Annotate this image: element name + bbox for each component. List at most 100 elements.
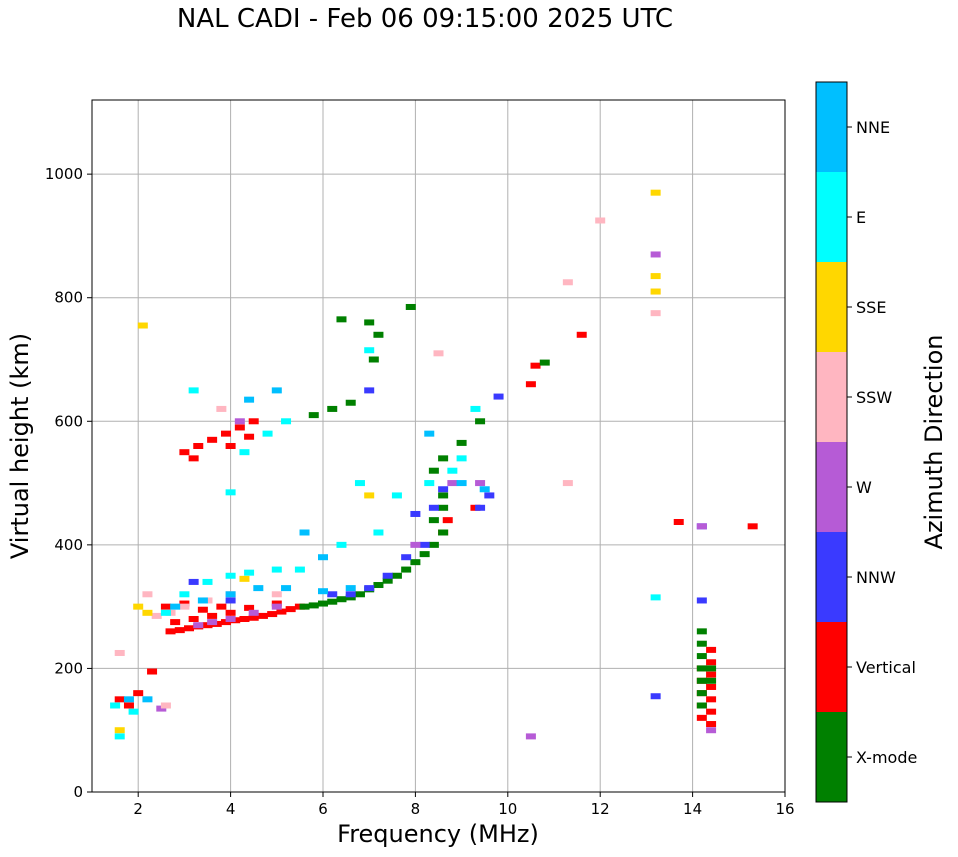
echo-point-nne	[244, 396, 255, 403]
echo-point-ssw	[114, 649, 125, 656]
echo-point-ssw	[650, 310, 661, 317]
echo-point-x-mode	[428, 467, 439, 474]
echo-point-nnw	[419, 541, 430, 548]
echo-point-vertical	[225, 609, 236, 616]
echo-point-vertical	[244, 604, 255, 611]
echo-point-x-mode	[696, 690, 707, 697]
echo-point-w	[475, 480, 486, 487]
echo-point-vertical	[220, 430, 231, 437]
echo-point-vertical	[184, 625, 195, 632]
echo-point-sse	[364, 492, 375, 499]
echo-point-vertical	[114, 696, 125, 703]
echo-point-e	[354, 480, 365, 487]
echo-point-e	[470, 405, 481, 412]
echo-point-vertical	[207, 612, 218, 619]
echo-point-x-mode	[539, 359, 550, 366]
echo-point-sse	[239, 575, 250, 582]
echo-point-nne	[299, 529, 310, 536]
echo-point-vertical	[179, 600, 190, 607]
echo-point-vertical	[673, 518, 684, 525]
colorbar-segment-nnw	[816, 532, 847, 622]
echo-point-nne	[456, 480, 467, 487]
echo-point-x-mode	[401, 566, 412, 573]
echo-point-x-mode	[428, 517, 439, 524]
echo-point-nnw	[364, 585, 375, 592]
echo-point-e	[179, 591, 190, 598]
echo-point-e	[391, 492, 402, 499]
echo-point-nnw	[382, 572, 393, 579]
echo-point-vertical	[244, 433, 255, 440]
echo-point-x-mode	[354, 591, 365, 598]
x-tick-label: 2	[133, 800, 143, 818]
echo-point-nne	[479, 486, 490, 493]
y-axis: 0 200 400 600 800 1000	[45, 165, 92, 801]
echo-point-nnw	[410, 510, 421, 517]
echo-point-x-mode	[327, 405, 338, 412]
echo-point-e	[650, 594, 661, 601]
echo-point-w	[447, 480, 458, 487]
echo-point-vertical	[207, 436, 218, 443]
echo-point-w	[271, 603, 282, 610]
echo-point-vertical	[160, 603, 171, 610]
echo-point-nnw	[696, 597, 707, 604]
echo-point-x-mode	[475, 418, 486, 425]
echo-point-x-mode	[696, 628, 707, 635]
echo-point-x-mode	[364, 319, 375, 326]
x-tick-label: 6	[318, 800, 328, 818]
echo-point-x-mode	[696, 665, 707, 672]
echo-point-nne	[271, 387, 282, 394]
echo-point-nne	[142, 696, 153, 703]
echo-point-w	[706, 727, 717, 734]
echo-point-nne	[318, 554, 328, 561]
echo-point-e	[244, 569, 255, 576]
echo-point-w	[410, 541, 421, 548]
echo-point-e	[110, 702, 121, 709]
echo-point-vertical	[706, 696, 717, 703]
echo-point-nne	[318, 588, 328, 595]
echo-point-e	[160, 609, 171, 616]
echo-point-ssw	[562, 279, 573, 286]
echo-point-vertical	[239, 616, 250, 622]
colorbar-segment-ssw	[816, 352, 847, 442]
echo-point-ssw	[216, 405, 227, 412]
y-axis-label: Virtual height (km)	[6, 333, 34, 559]
x-tick-label: 4	[226, 800, 236, 818]
echo-point-nnw	[327, 591, 338, 598]
echo-point-e	[128, 708, 139, 715]
echo-point-nnw	[345, 591, 356, 598]
y-tick-label: 600	[54, 412, 83, 430]
echo-point-e	[447, 467, 458, 474]
echo-point-x-mode	[391, 572, 402, 579]
echo-point-ssw	[142, 591, 153, 598]
echo-point-sse	[137, 322, 148, 329]
colorbar-tick-label: W	[856, 478, 872, 497]
y-tick-label: 800	[54, 289, 83, 307]
echo-point-vertical	[216, 603, 227, 610]
echo-point-x-mode	[706, 665, 717, 672]
echo-point-nnw	[428, 504, 439, 511]
echo-point-w	[234, 418, 245, 425]
echo-point-vertical	[696, 714, 707, 721]
echo-point-e	[225, 572, 236, 579]
chart-title: NAL CADI - Feb 06 09:15:00 2025 UTC	[176, 4, 674, 34]
echo-point-w	[248, 609, 259, 616]
echo-point-e	[188, 387, 199, 394]
colorbar-frame	[815, 81, 848, 803]
echo-point-nnw	[475, 504, 486, 511]
echo-point-nne	[225, 591, 236, 598]
echo-point-nne	[281, 585, 292, 592]
echo-point-e	[202, 578, 213, 585]
echo-point-x-mode	[410, 559, 421, 566]
colorbar-segment-nne	[816, 82, 847, 172]
plot-frame	[91, 99, 786, 793]
echo-point-nne	[253, 585, 264, 592]
echo-point-x-mode	[336, 596, 347, 603]
echo-point-ssw	[433, 350, 444, 357]
echo-point-x-mode	[336, 316, 347, 323]
echo-point-sse	[142, 609, 153, 616]
echo-point-vertical	[133, 690, 144, 697]
echo-point-vertical	[179, 449, 190, 456]
echo-point-vertical	[706, 671, 717, 678]
echo-point-x-mode	[696, 640, 707, 647]
